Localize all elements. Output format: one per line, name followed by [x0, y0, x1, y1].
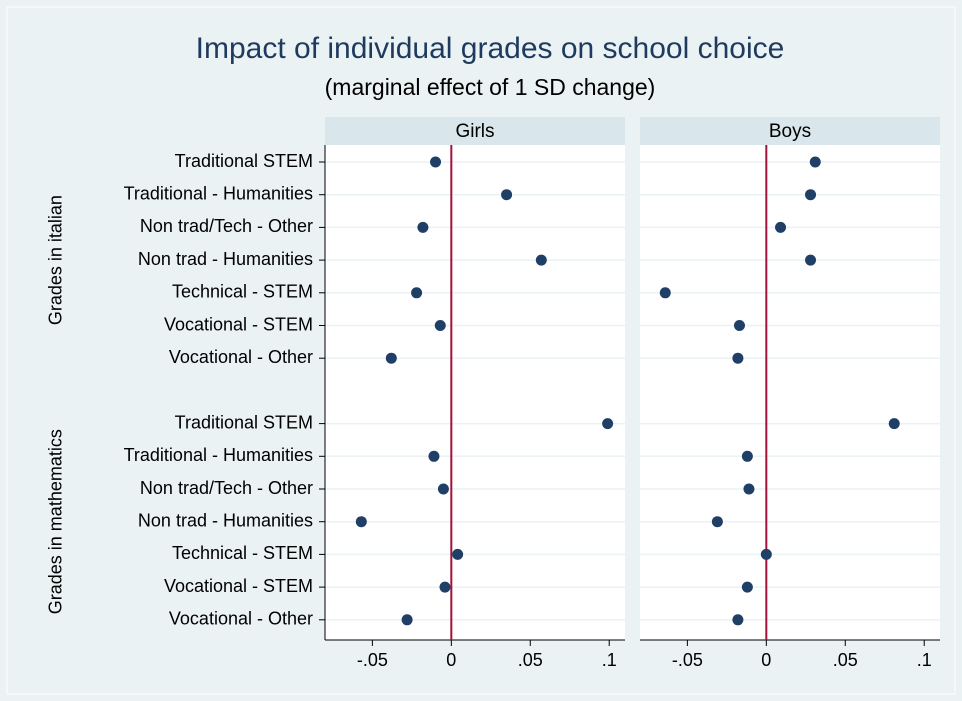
- y-tick-label: Traditional - Humanities: [124, 183, 313, 203]
- dot: [743, 483, 755, 495]
- dot: [711, 516, 723, 528]
- dot: [775, 221, 787, 233]
- chart-title: Impact of individual grades on school ch…: [196, 32, 785, 65]
- y-tick-label: Non trad/Tech - Other: [140, 216, 313, 236]
- dot: [760, 548, 772, 560]
- dot: [805, 254, 817, 266]
- dot: [732, 614, 744, 626]
- dot: [452, 548, 464, 560]
- plot-area: [325, 145, 625, 640]
- y-tick-label: Vocational - STEM: [164, 576, 313, 596]
- y-tick-label: Vocational - STEM: [164, 314, 313, 334]
- strip-label: Boys: [769, 121, 811, 142]
- dot: [501, 189, 513, 201]
- dot: [741, 581, 753, 593]
- x-tick-label: .1: [602, 650, 617, 670]
- dot: [809, 156, 821, 168]
- dot: [733, 320, 745, 331]
- x-tick-label: 0: [446, 650, 456, 670]
- dot: [434, 320, 446, 331]
- dot: [439, 581, 451, 593]
- x-tick-label: -.05: [672, 650, 703, 670]
- y-tick-label: Non trad/Tech - Other: [140, 478, 313, 498]
- dot: [888, 418, 900, 430]
- x-tick-label: .05: [833, 650, 858, 670]
- y-tick-label: Traditional STEM: [175, 412, 313, 432]
- y-tick-label: Vocational - Other: [169, 347, 313, 367]
- dot: [417, 221, 429, 233]
- chart-subtitle: (marginal effect of 1 SD change): [325, 74, 656, 100]
- dot: [385, 352, 397, 364]
- strip-label: Girls: [455, 121, 494, 142]
- dot: [355, 516, 367, 528]
- y-tick-label: Vocational - Other: [169, 609, 313, 629]
- y-tick-label: Traditional - Humanities: [124, 445, 313, 465]
- dot: [741, 450, 753, 462]
- dot: [430, 156, 442, 168]
- group-label: Grades in italian: [46, 195, 66, 325]
- dot: [535, 254, 547, 266]
- plot-area: [640, 145, 940, 640]
- y-tick-label: Non trad - Humanities: [138, 249, 313, 269]
- dot: [401, 614, 413, 626]
- dot: [437, 483, 449, 495]
- x-tick-label: .05: [518, 650, 543, 670]
- y-tick-label: Non trad - Humanities: [138, 510, 313, 530]
- dot: [411, 287, 423, 299]
- x-tick-label: 0: [761, 650, 771, 670]
- x-tick-label: .1: [917, 650, 932, 670]
- y-tick-label: Traditional STEM: [175, 151, 313, 171]
- dot: [602, 418, 614, 430]
- dot: [659, 287, 671, 299]
- strip: [640, 117, 940, 145]
- y-tick-label: Technical - STEM: [172, 282, 313, 302]
- x-tick-label: -.05: [357, 650, 388, 670]
- dot: [732, 352, 744, 364]
- strip: [325, 117, 625, 145]
- y-tick-label: Technical - STEM: [172, 543, 313, 563]
- dot: [428, 450, 440, 462]
- group-label: Grades in mathematics: [46, 429, 66, 614]
- dot: [805, 189, 817, 201]
